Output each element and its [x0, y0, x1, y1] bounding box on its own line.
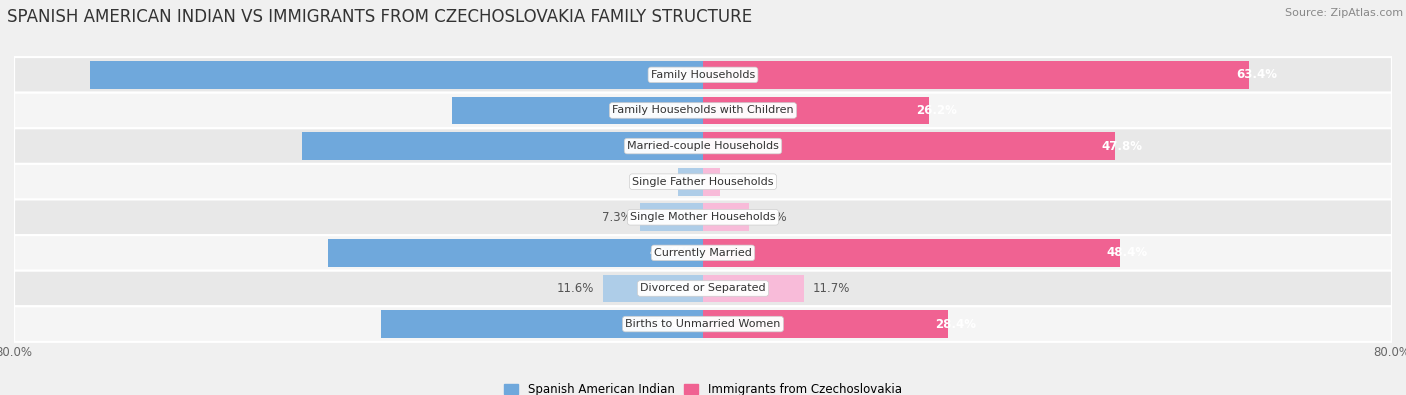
Bar	[703, 275, 804, 302]
Text: Currently Married: Currently Married	[654, 248, 752, 258]
Text: 29.1%: 29.1%	[650, 104, 690, 117]
Text: 28.4%: 28.4%	[935, 318, 976, 331]
FancyBboxPatch shape	[14, 128, 1392, 164]
FancyBboxPatch shape	[14, 271, 1392, 306]
Bar	[703, 97, 928, 124]
Text: 46.6%: 46.6%	[650, 139, 690, 152]
Text: Single Mother Households: Single Mother Households	[630, 212, 776, 222]
FancyBboxPatch shape	[14, 164, 1392, 199]
Bar	[703, 310, 948, 338]
Text: 48.4%: 48.4%	[1107, 246, 1149, 260]
Bar	[703, 61, 1249, 89]
FancyBboxPatch shape	[14, 57, 1392, 93]
Bar	[703, 168, 720, 196]
Bar	[302, 132, 703, 160]
Text: Births to Unmarried Women: Births to Unmarried Women	[626, 319, 780, 329]
Text: 43.6%: 43.6%	[650, 246, 690, 260]
Bar	[678, 168, 703, 196]
Text: Single Father Households: Single Father Households	[633, 177, 773, 187]
Bar	[90, 61, 703, 89]
Text: 2.0%: 2.0%	[728, 175, 759, 188]
FancyBboxPatch shape	[14, 306, 1392, 342]
Bar	[703, 203, 748, 231]
Bar	[381, 310, 703, 338]
Bar	[703, 132, 1115, 160]
Text: 11.6%: 11.6%	[557, 282, 595, 295]
Text: 47.8%: 47.8%	[1102, 139, 1143, 152]
Text: SPANISH AMERICAN INDIAN VS IMMIGRANTS FROM CZECHOSLOVAKIA FAMILY STRUCTURE: SPANISH AMERICAN INDIAN VS IMMIGRANTS FR…	[7, 8, 752, 26]
Bar	[640, 203, 703, 231]
Text: 71.2%: 71.2%	[650, 68, 690, 81]
Bar	[603, 275, 703, 302]
Text: 37.4%: 37.4%	[650, 318, 690, 331]
Text: Married-couple Households: Married-couple Households	[627, 141, 779, 151]
Legend: Spanish American Indian, Immigrants from Czechoslovakia: Spanish American Indian, Immigrants from…	[499, 379, 907, 395]
Bar	[453, 97, 703, 124]
Bar	[328, 239, 703, 267]
Text: Source: ZipAtlas.com: Source: ZipAtlas.com	[1285, 8, 1403, 18]
Text: 7.3%: 7.3%	[602, 211, 631, 224]
Text: Divorced or Separated: Divorced or Separated	[640, 284, 766, 293]
Text: 26.2%: 26.2%	[915, 104, 956, 117]
Text: 63.4%: 63.4%	[1236, 68, 1277, 81]
Text: 11.7%: 11.7%	[813, 282, 849, 295]
FancyBboxPatch shape	[14, 235, 1392, 271]
Text: 2.9%: 2.9%	[640, 175, 669, 188]
Text: 5.3%: 5.3%	[758, 211, 787, 224]
Text: Family Households: Family Households	[651, 70, 755, 80]
FancyBboxPatch shape	[14, 93, 1392, 128]
Text: Family Households with Children: Family Households with Children	[612, 105, 794, 115]
Bar	[703, 239, 1119, 267]
FancyBboxPatch shape	[14, 199, 1392, 235]
